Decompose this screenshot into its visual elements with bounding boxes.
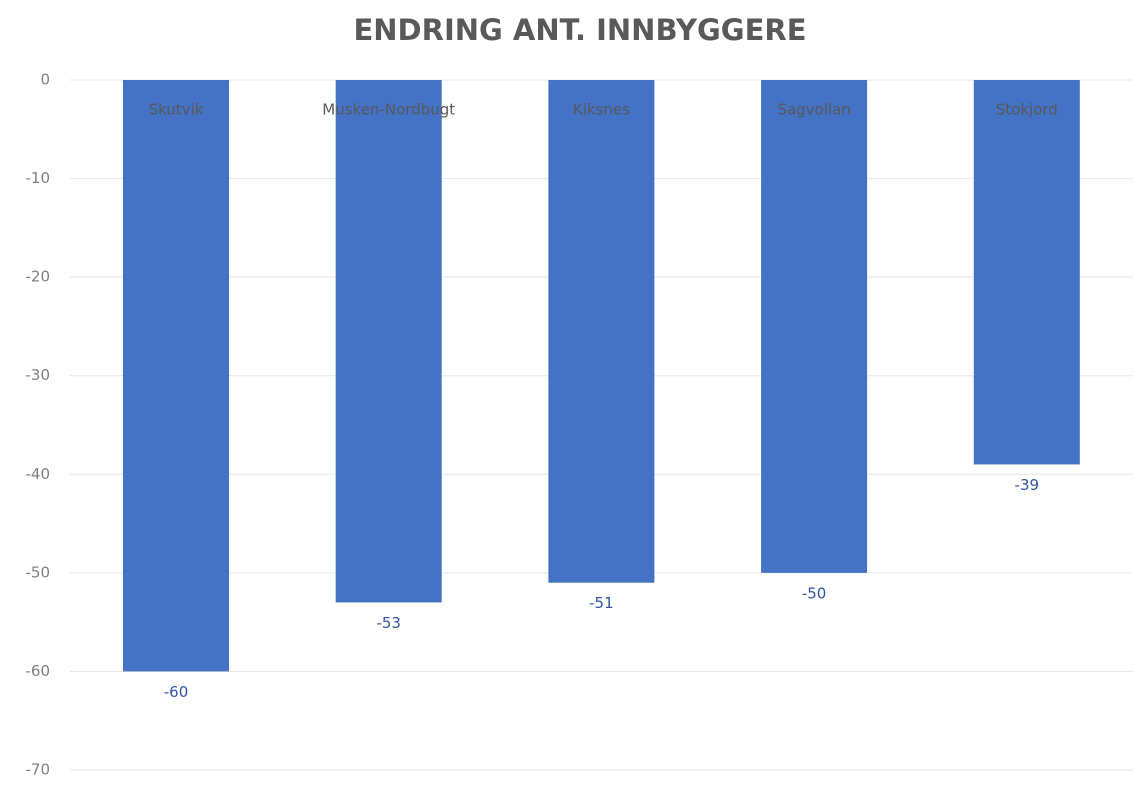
value-label: -39	[1015, 476, 1040, 494]
bar	[335, 80, 442, 603]
category-label: Skutvik	[149, 101, 204, 119]
value-label: -50	[802, 584, 827, 602]
value-label: -53	[376, 614, 401, 632]
y-tick-label: -60	[26, 662, 51, 680]
y-tick-label: -40	[26, 465, 51, 483]
y-tick-label: -30	[26, 366, 51, 384]
category-label: Musken-Nordbugt	[322, 101, 455, 119]
category-label: Sagvollan	[777, 101, 850, 119]
bar	[973, 80, 1080, 465]
y-tick-label: -10	[26, 169, 51, 187]
category-label: Stokjord	[996, 101, 1058, 119]
value-label: -60	[164, 683, 189, 701]
bar	[548, 80, 655, 583]
bar	[123, 80, 229, 672]
category-label: Kiksnes	[573, 101, 630, 119]
y-tick-label: -70	[26, 761, 51, 779]
y-tick-label: -20	[26, 268, 51, 286]
bar	[761, 80, 868, 573]
value-label: -51	[589, 594, 614, 612]
y-tick-label: -50	[26, 563, 51, 581]
y-tick-label: 0	[40, 71, 50, 89]
chart-title: ENDRING ANT. INNBYGGERE	[353, 13, 806, 47]
